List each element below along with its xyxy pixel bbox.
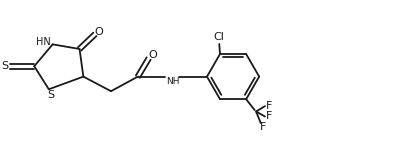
Text: NH: NH [166, 77, 180, 86]
Text: HN: HN [36, 37, 51, 47]
Text: S: S [1, 61, 8, 71]
Text: O: O [148, 50, 157, 60]
Text: F: F [266, 101, 272, 111]
Text: S: S [47, 90, 54, 100]
Text: F: F [260, 122, 267, 132]
Text: Cl: Cl [213, 33, 224, 42]
Text: F: F [266, 111, 272, 122]
Text: O: O [95, 27, 103, 37]
